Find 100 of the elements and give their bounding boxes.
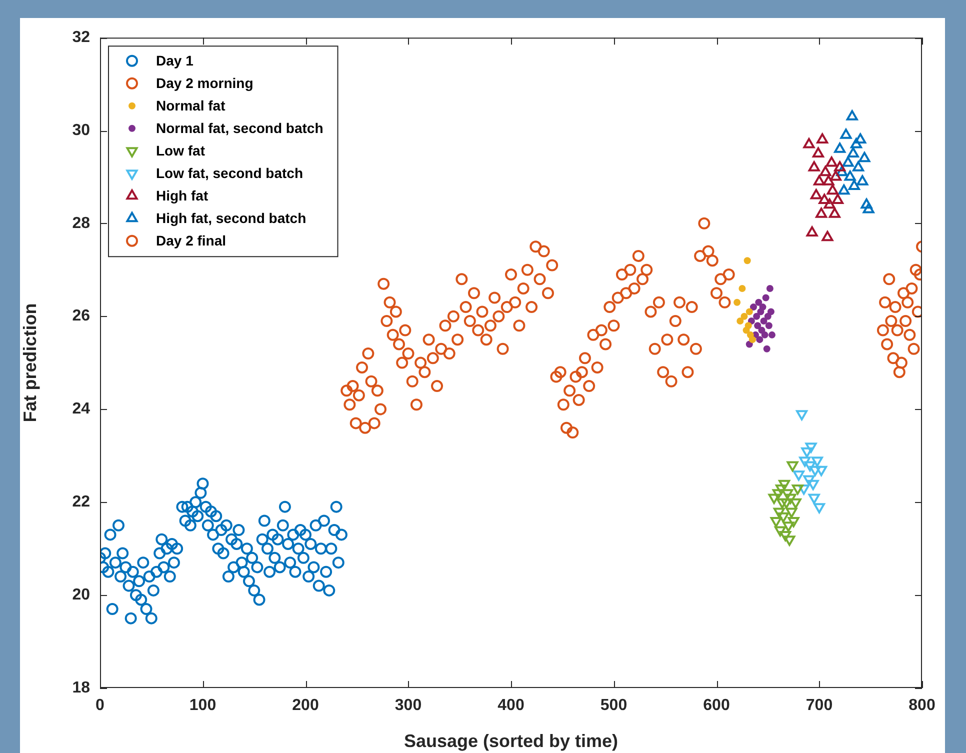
point (844, 170, 856, 181)
point (770, 517, 782, 528)
point (744, 322, 752, 330)
point (801, 447, 813, 458)
point (860, 198, 872, 209)
point (805, 442, 817, 453)
point (772, 489, 784, 500)
point (840, 128, 852, 139)
point (813, 503, 826, 514)
legend-label: Low fat, second batch (156, 165, 304, 182)
point (744, 257, 751, 264)
point (822, 230, 834, 242)
point (887, 352, 900, 364)
point (811, 456, 823, 467)
point (846, 110, 858, 120)
point (796, 410, 808, 420)
point (850, 138, 862, 148)
point (822, 175, 834, 186)
point (898, 287, 910, 300)
point (776, 498, 788, 509)
legend-label: Day 2 final (156, 232, 226, 249)
point (834, 142, 846, 153)
point (750, 304, 757, 311)
point (906, 282, 918, 294)
point (902, 296, 914, 308)
point (753, 312, 760, 320)
x-tick-label: 800 (908, 697, 936, 714)
point (765, 322, 772, 330)
point (788, 517, 800, 528)
point (826, 156, 838, 167)
y-axis-title: Fat prediction (20, 303, 40, 422)
point (799, 456, 811, 467)
point (798, 484, 810, 495)
x-tick-label: 200 (292, 697, 319, 714)
point (838, 184, 850, 195)
point (820, 166, 832, 176)
legend-label: Day 1 (156, 52, 194, 69)
point (808, 161, 820, 172)
x-axis-title: Sausage (sorted by time) (404, 731, 618, 752)
point (810, 189, 822, 200)
point (774, 526, 786, 537)
point (766, 284, 774, 292)
point (780, 530, 792, 542)
legend-label: High fat, second batch (156, 210, 306, 226)
point (813, 175, 826, 186)
point (756, 336, 764, 344)
point (782, 489, 794, 500)
point (803, 138, 815, 148)
point (858, 152, 870, 162)
x-tick-label: 600 (703, 697, 730, 714)
point (862, 202, 874, 214)
point (889, 301, 902, 314)
point (847, 147, 859, 158)
legend-label: Normal fat (156, 98, 226, 114)
y-tick-label: 22 (72, 494, 90, 511)
point (778, 512, 790, 523)
x-tick-label: 0 (96, 697, 105, 714)
point (784, 536, 796, 546)
point (908, 342, 920, 355)
point (852, 161, 864, 172)
point (876, 324, 889, 336)
point (736, 317, 744, 324)
point (808, 494, 820, 504)
point (824, 198, 836, 209)
point (832, 194, 844, 204)
x-tick-label: 300 (394, 697, 422, 714)
x-tick-label: 400 (498, 697, 524, 714)
point (778, 480, 790, 490)
point (792, 470, 804, 481)
point (759, 304, 766, 311)
point (816, 208, 828, 218)
y-tick-label: 26 (72, 308, 90, 325)
point (768, 494, 780, 504)
point (883, 273, 896, 286)
point (879, 296, 892, 308)
point (830, 170, 842, 181)
point (806, 226, 818, 236)
point (768, 331, 776, 338)
point (809, 466, 821, 476)
legend-label: Day 2 morning (156, 75, 254, 92)
point (816, 466, 828, 476)
point (807, 480, 819, 490)
point (763, 345, 770, 352)
y-tick-label: 28 (72, 214, 90, 232)
point (881, 338, 894, 350)
x-tick-label: 700 (806, 697, 833, 714)
point (854, 133, 866, 144)
point (755, 298, 762, 306)
y-tick-label: 18 (72, 679, 90, 696)
point (910, 264, 922, 276)
point (748, 336, 756, 344)
point (816, 133, 828, 144)
point (786, 461, 798, 472)
y-tick-label: 24 (72, 400, 90, 418)
x-tick-label: 500 (600, 697, 628, 714)
point (748, 317, 755, 324)
point (856, 175, 868, 186)
point (836, 166, 848, 176)
point (848, 180, 860, 190)
point (767, 308, 774, 316)
